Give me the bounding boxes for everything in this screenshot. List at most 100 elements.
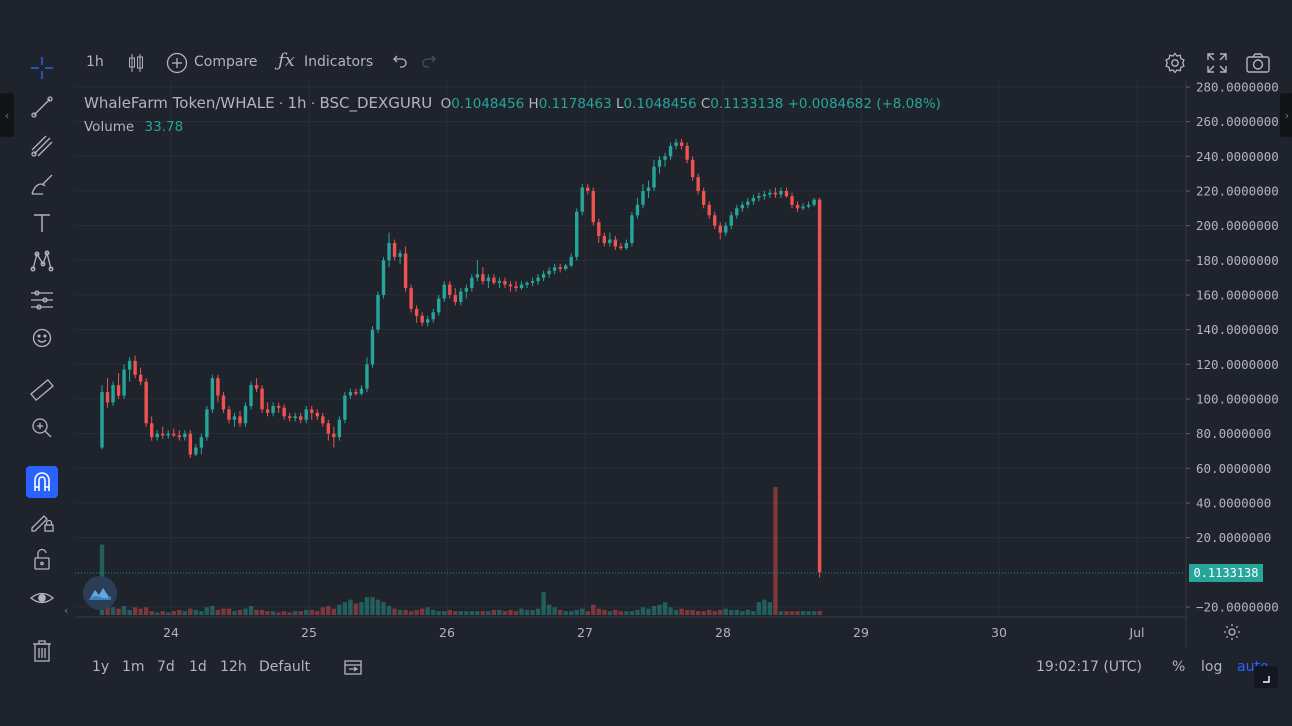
- emoji-icon[interactable]: [26, 322, 58, 354]
- lock-drawing-icon[interactable]: [26, 504, 58, 536]
- volume-bar: [453, 611, 458, 615]
- volume-bar: [657, 604, 662, 615]
- volume-bar: [155, 612, 160, 615]
- price-tick-label: 120.0000000: [1196, 357, 1279, 372]
- legend-separator: ·: [310, 96, 316, 112]
- candle-body: [188, 433, 193, 455]
- trendline-icon[interactable]: [26, 91, 58, 123]
- candle-body: [541, 274, 546, 278]
- undo-icon[interactable]: [390, 54, 408, 74]
- volume-bar: [723, 608, 728, 615]
- range-1y-button[interactable]: 1y: [92, 659, 110, 675]
- indicators-button[interactable]: Indicators: [304, 54, 374, 70]
- candle-body: [387, 243, 391, 261]
- range-7d-button[interactable]: 7d: [157, 659, 175, 675]
- volume-bar: [695, 611, 701, 615]
- fullscreen-icon[interactable]: [1206, 52, 1228, 78]
- candle-body: [254, 385, 259, 389]
- volume-bar: [254, 609, 259, 615]
- text-icon[interactable]: [26, 207, 58, 239]
- volume-bar: [105, 604, 110, 615]
- forecast-icon[interactable]: [26, 284, 58, 316]
- candle-body: [392, 243, 397, 257]
- candle-body: [746, 201, 750, 205]
- candle-body: [260, 388, 264, 410]
- candle-body: [216, 378, 220, 396]
- brush-icon[interactable]: [26, 169, 58, 201]
- candles-icon[interactable]: [127, 53, 145, 77]
- redo-icon[interactable]: [421, 54, 439, 74]
- resize-handle-icon[interactable]: [1254, 666, 1278, 688]
- candle-body: [381, 260, 386, 295]
- left-panel-toggle[interactable]: ‹: [0, 93, 14, 137]
- candle-body: [525, 282, 529, 285]
- magnet-icon[interactable]: [26, 466, 58, 498]
- candle-body: [166, 433, 170, 436]
- range-default-button[interactable]: Default: [259, 659, 311, 675]
- range-1m-button[interactable]: 1m: [122, 659, 145, 675]
- symbol-name[interactable]: WhaleFarm Token/WHALE: [84, 94, 275, 112]
- right-panel-toggle[interactable]: ›: [1280, 93, 1292, 137]
- fib-icon[interactable]: [26, 130, 58, 162]
- camera-icon[interactable]: [1245, 52, 1271, 78]
- candle-body: [116, 385, 121, 396]
- percent-toggle[interactable]: %: [1172, 659, 1186, 675]
- candle-body: [475, 274, 480, 278]
- candle-body: [343, 395, 347, 420]
- candle-body: [448, 284, 452, 295]
- candle-body: [624, 243, 629, 249]
- lock-icon[interactable]: [26, 543, 58, 575]
- eye-icon[interactable]: [26, 582, 58, 614]
- range-1d-button[interactable]: 1d: [189, 659, 207, 675]
- compare-icon[interactable]: [166, 52, 188, 78]
- candle-body: [464, 288, 469, 292]
- settings-icon[interactable]: [1163, 51, 1187, 79]
- volume-bar: [403, 609, 408, 615]
- candle-body: [591, 191, 595, 223]
- candle-body: [425, 319, 430, 323]
- log-toggle[interactable]: log: [1201, 659, 1223, 675]
- indicators-icon[interactable]: ƒx: [278, 50, 295, 71]
- open-key: O: [440, 96, 452, 112]
- compare-button[interactable]: Compare: [194, 54, 258, 70]
- volume-bar: [519, 608, 524, 615]
- trash-icon[interactable]: [26, 635, 58, 667]
- interval-button[interactable]: 1h: [86, 54, 104, 70]
- candle-body: [806, 204, 811, 207]
- candle-body: [376, 295, 380, 330]
- candle-body: [641, 191, 645, 205]
- candle-body: [663, 156, 667, 160]
- volume-bar: [160, 611, 165, 615]
- ruler-icon[interactable]: [26, 374, 58, 406]
- crosshair-icon[interactable]: [26, 52, 58, 84]
- candle-body: [100, 392, 104, 448]
- zoom-icon[interactable]: [26, 412, 58, 444]
- candle-body: [243, 405, 248, 424]
- volume-label[interactable]: Volume: [84, 119, 135, 135]
- scroll-left-icon[interactable]: ‹: [64, 604, 69, 617]
- volume-value: 33.78: [144, 119, 184, 135]
- price-tick-label: 100.0000000: [1196, 392, 1279, 407]
- volume-bar: [729, 609, 734, 615]
- volume-bar: [530, 609, 535, 615]
- time-tick-label: 29: [853, 625, 869, 640]
- volume-bar: [370, 597, 375, 615]
- logo-icon[interactable]: [83, 576, 117, 610]
- volume-bar: [436, 611, 441, 615]
- volume-bar: [640, 607, 646, 615]
- candle-body: [508, 284, 513, 287]
- calendar-icon[interactable]: [343, 658, 363, 680]
- volume-bar: [331, 608, 337, 615]
- candle-body: [757, 196, 761, 198]
- price-tick-label: 280.0000000: [1196, 80, 1279, 95]
- candle-body: [470, 277, 474, 289]
- volume-bar: [276, 612, 281, 615]
- candle-body: [696, 177, 700, 191]
- time-tick-label: 27: [577, 625, 593, 640]
- time-axis-settings-icon[interactable]: [1222, 622, 1242, 646]
- clock-time[interactable]: 19:02:17 (UTC): [1036, 659, 1143, 675]
- legend-exchange: BSC_DEXGURU: [319, 94, 433, 112]
- pattern-icon[interactable]: [26, 245, 58, 277]
- range-12h-button[interactable]: 12h: [220, 659, 247, 675]
